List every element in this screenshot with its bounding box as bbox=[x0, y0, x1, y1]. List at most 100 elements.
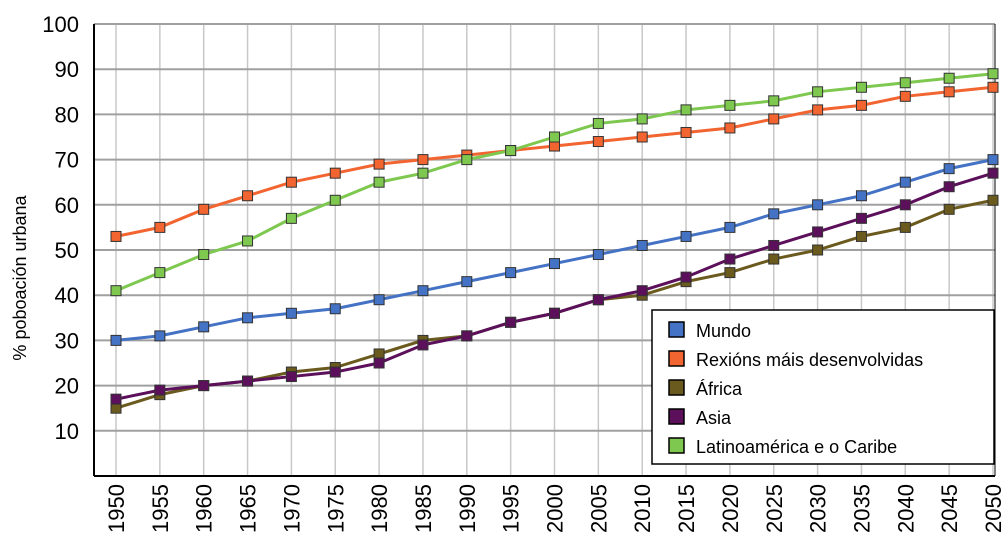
data-point bbox=[329, 167, 341, 179]
data-point bbox=[154, 384, 166, 396]
data-point bbox=[987, 68, 999, 80]
data-point bbox=[110, 230, 122, 242]
axes bbox=[93, 24, 996, 477]
data-point bbox=[549, 140, 560, 152]
data-point bbox=[943, 163, 955, 175]
data-point bbox=[329, 303, 341, 315]
data-point bbox=[110, 393, 122, 405]
data-point bbox=[505, 145, 517, 157]
data-point bbox=[154, 267, 166, 279]
y-tick-label: 10 bbox=[55, 419, 79, 444]
data-point bbox=[680, 271, 692, 283]
data-point bbox=[855, 212, 867, 224]
data-point bbox=[987, 194, 999, 206]
data-point bbox=[724, 122, 736, 134]
x-tick-label: 2005 bbox=[586, 484, 611, 533]
data-point bbox=[987, 154, 999, 166]
legend-swatch bbox=[668, 379, 685, 396]
data-point bbox=[987, 81, 999, 93]
data-point bbox=[154, 330, 166, 342]
data-point bbox=[855, 99, 867, 111]
data-point bbox=[505, 316, 517, 328]
x-tick-label: 1970 bbox=[279, 484, 304, 533]
data-point bbox=[329, 366, 341, 378]
data-point bbox=[549, 131, 560, 143]
data-point bbox=[373, 357, 385, 369]
y-tick-label: 80 bbox=[55, 102, 79, 127]
data-point bbox=[417, 167, 429, 179]
x-tick-label: 1990 bbox=[455, 484, 480, 533]
data-point bbox=[373, 294, 385, 306]
data-point bbox=[812, 104, 824, 116]
data-point bbox=[373, 158, 385, 170]
data-point bbox=[592, 294, 604, 306]
data-point bbox=[636, 239, 648, 251]
data-point bbox=[505, 267, 517, 279]
data-point bbox=[417, 285, 429, 297]
data-point bbox=[855, 81, 867, 93]
x-tick-label: 1975 bbox=[323, 484, 348, 533]
data-point bbox=[285, 212, 297, 224]
data-point bbox=[285, 371, 297, 383]
y-tick-label: 90 bbox=[55, 57, 79, 82]
y-tick-label: 70 bbox=[55, 148, 79, 173]
legend-label: Rexións máis desenvolvidas bbox=[696, 350, 923, 370]
x-tick-label: 1965 bbox=[236, 484, 261, 533]
data-point bbox=[812, 86, 824, 98]
data-point bbox=[899, 221, 911, 233]
x-tick-label: 2045 bbox=[937, 484, 962, 533]
legend-swatch bbox=[668, 321, 685, 338]
data-point bbox=[373, 348, 385, 360]
data-point bbox=[110, 402, 122, 414]
y-tick-label: 30 bbox=[55, 328, 79, 353]
legend-label: Latinoamérica e o Caribe bbox=[696, 437, 897, 457]
data-point bbox=[285, 176, 297, 188]
data-point bbox=[724, 99, 736, 111]
data-point bbox=[987, 167, 999, 179]
legend-swatch bbox=[668, 350, 685, 367]
x-tick-label: 2025 bbox=[762, 484, 787, 533]
y-tick-labels: 10 20 30 40 50 60 70 80 90 100 bbox=[42, 12, 79, 444]
data-point bbox=[899, 77, 911, 89]
data-point bbox=[242, 190, 254, 202]
data-point bbox=[198, 249, 210, 261]
data-point bbox=[680, 230, 692, 242]
data-point bbox=[943, 86, 955, 98]
data-point bbox=[768, 208, 780, 220]
y-tick-label: 20 bbox=[55, 374, 79, 399]
y-tick-label: 40 bbox=[55, 283, 79, 308]
data-point bbox=[110, 334, 122, 346]
x-tick-label: 2030 bbox=[806, 484, 831, 533]
x-tick-label: 2000 bbox=[543, 484, 568, 533]
data-point bbox=[943, 181, 955, 193]
data-point bbox=[417, 154, 429, 166]
data-point bbox=[768, 239, 780, 251]
data-point bbox=[636, 131, 648, 143]
data-point bbox=[812, 226, 824, 238]
data-point bbox=[943, 72, 955, 84]
legend-label: Asia bbox=[696, 408, 732, 428]
data-point bbox=[812, 244, 824, 256]
data-point bbox=[724, 267, 736, 279]
legend-label: Mundo bbox=[696, 321, 751, 341]
data-point bbox=[198, 321, 210, 333]
x-tick-label: 2050 bbox=[981, 484, 1006, 533]
x-tick-label: 2040 bbox=[893, 484, 918, 533]
data-point bbox=[680, 126, 692, 138]
data-point bbox=[461, 154, 473, 166]
x-tick-label: 2020 bbox=[718, 484, 743, 533]
data-point bbox=[242, 235, 254, 247]
data-point bbox=[636, 285, 648, 297]
data-point bbox=[461, 330, 473, 342]
data-point bbox=[768, 95, 780, 107]
data-point bbox=[899, 176, 911, 188]
data-point bbox=[943, 203, 955, 215]
legend-swatch bbox=[668, 408, 685, 425]
data-point bbox=[285, 307, 297, 319]
y-axis-label: % poboación urbana bbox=[10, 194, 30, 360]
x-tick-label: 1980 bbox=[367, 484, 392, 533]
x-tick-label: 2010 bbox=[630, 484, 655, 533]
x-tick-label: 1960 bbox=[192, 484, 217, 533]
x-tick-label: 1985 bbox=[411, 484, 436, 533]
